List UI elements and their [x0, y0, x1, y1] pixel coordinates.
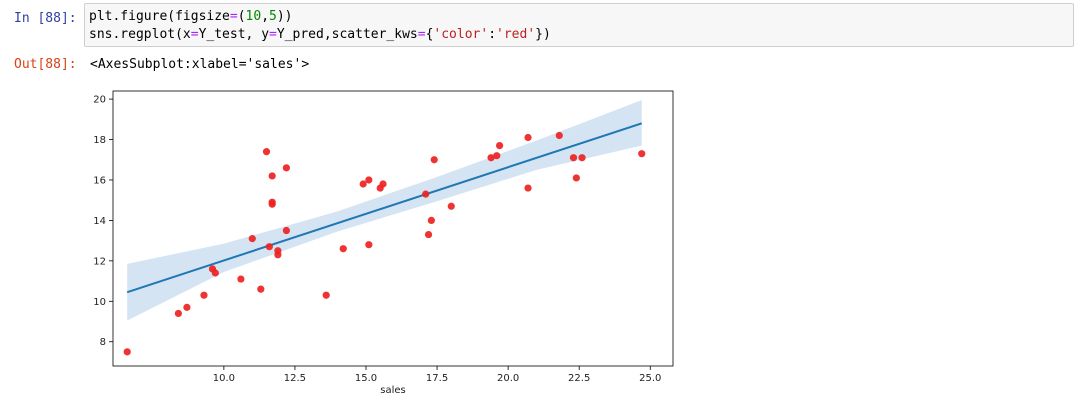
scatter-point [487, 154, 495, 162]
scatter-point [365, 176, 373, 184]
ci-band-layer [127, 100, 642, 321]
scatter-point [183, 303, 191, 311]
x-tick-label: 15.0 [355, 373, 377, 384]
scatter-point [376, 184, 384, 192]
code-token: Y_pred,scatter_kws [276, 27, 418, 42]
output-repr: <AxesSubplot:xlabel='sales'> [90, 57, 310, 72]
code-token: = [229, 9, 238, 24]
scatter-point [208, 265, 217, 273]
regression-line-layer [126, 122, 643, 294]
x-tick-label: 20.0 [497, 373, 519, 384]
y-tick-label: 10 [93, 297, 106, 308]
scatter-point [379, 180, 387, 188]
scatter-point [322, 291, 330, 299]
scatter-point [282, 226, 291, 235]
output-prompt: Out[88]: [14, 57, 77, 72]
scatter-point [123, 348, 131, 356]
scatter-point [365, 241, 373, 249]
scatter-point [268, 172, 276, 180]
scatter-point [572, 174, 580, 182]
y-tick-label: 18 [93, 135, 106, 146]
scatter-point [339, 245, 347, 253]
code-token: 'red' [496, 27, 536, 42]
scatter-point [262, 148, 271, 156]
code-token: = [417, 27, 426, 42]
scatter-point [578, 154, 586, 162]
x-axis-ticks: 10.0 12.5 15.0 17.5 20.0 22.5 25.0 [213, 366, 661, 384]
y-axis-ticks: 8 10 12 14 16 18 20 [93, 95, 113, 348]
scatter-point [174, 309, 182, 318]
x-tick-label: 25.0 [639, 373, 661, 384]
code-token: }) [535, 27, 551, 42]
code-token: : [488, 27, 497, 42]
scatter-point [268, 200, 276, 208]
code-token: sns.regplot(x [89, 27, 191, 42]
code-token: )) [276, 9, 293, 24]
x-tick-label: 12.5 [284, 373, 306, 384]
code-token: 'color' [433, 27, 489, 42]
regression-line [126, 122, 643, 294]
code-token: = [269, 27, 277, 42]
scatter-point [524, 133, 532, 142]
scatter-point [248, 235, 256, 243]
scatter-point [282, 164, 291, 172]
x-tick-label: 10.0 [213, 373, 235, 384]
input-prompt: In [88]: [14, 11, 77, 26]
y-tick-label: 8 [100, 337, 106, 348]
x-axis-label: sales [380, 385, 405, 396]
scatter-point [200, 291, 208, 299]
scatter-point [257, 285, 265, 293]
plot-frame [112, 90, 674, 367]
y-tick-label: 14 [93, 216, 106, 227]
confidence-band [127, 100, 642, 321]
code-line-2: sns.regplot(x=Y_test, y=Y_pred,scatter_k… [89, 26, 1069, 44]
code-token: = [190, 27, 199, 42]
code-token: plt.figure(figsize [89, 9, 230, 24]
scatter-point [424, 230, 433, 239]
scatter-point [638, 150, 646, 158]
y-tick-label: 12 [93, 256, 106, 267]
code-token: 5 [269, 9, 277, 24]
scatter-point [569, 154, 578, 162]
scatter-point [430, 156, 438, 164]
scatter-point [524, 184, 532, 192]
x-tick-label: 22.5 [568, 373, 590, 384]
code-token: Y_test, y [198, 27, 270, 42]
scatter-point [427, 216, 435, 225]
scatter-point [274, 251, 282, 259]
scatter-point [555, 131, 563, 140]
code-token: ( [237, 9, 246, 24]
y-tick-label: 16 [93, 175, 106, 186]
y-tick-label: 20 [93, 95, 106, 106]
scatter-point [268, 198, 276, 206]
code-token: 10 [245, 9, 262, 24]
scatter-point [447, 202, 455, 210]
scatter-point [265, 243, 273, 251]
scatter-point [359, 180, 367, 188]
scatter-point [237, 275, 245, 283]
code-input-cell[interactable]: plt.figure(figsize=(10,5)) sns.regplot(x… [84, 3, 1074, 47]
x-tick-label: 17.5 [426, 373, 448, 384]
code-token: { [425, 27, 434, 42]
scatter-point [274, 247, 282, 255]
scatter-points-layer [123, 131, 646, 356]
scatter-point [211, 269, 219, 277]
scatter-point [493, 152, 501, 160]
scatter-point [495, 141, 504, 150]
code-line-1: plt.figure(figsize=(10,5)) [89, 8, 1069, 26]
code-token: , [261, 9, 270, 24]
scatter-point [422, 190, 430, 198]
